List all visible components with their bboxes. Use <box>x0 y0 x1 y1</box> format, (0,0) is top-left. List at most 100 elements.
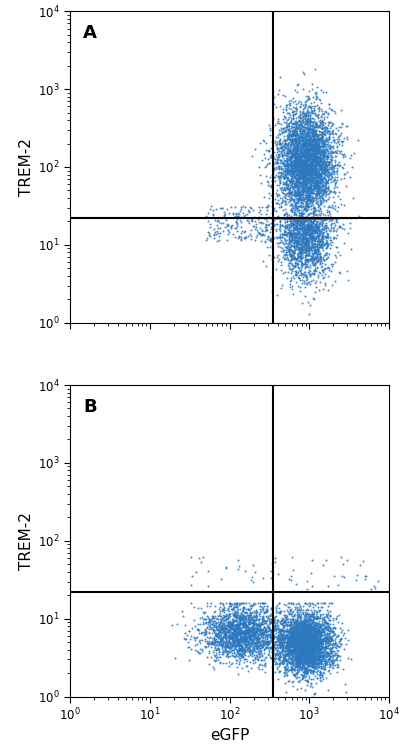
Point <box>292 164 298 176</box>
Point <box>298 142 305 154</box>
Point <box>290 165 297 177</box>
Point <box>296 640 303 652</box>
Point <box>252 634 259 646</box>
Point <box>273 149 279 161</box>
Point <box>310 237 316 249</box>
Point <box>318 145 325 157</box>
Point <box>293 639 300 651</box>
Point <box>284 107 290 119</box>
Point <box>296 220 302 232</box>
Point <box>325 619 332 631</box>
Point <box>255 648 261 660</box>
Point <box>315 101 322 113</box>
Point <box>304 626 310 638</box>
Point <box>314 234 320 246</box>
Point <box>233 650 239 662</box>
Point <box>292 172 298 184</box>
Point <box>310 187 316 199</box>
Point <box>308 643 315 655</box>
Point <box>293 625 300 637</box>
Point <box>316 163 322 175</box>
Point <box>227 619 234 631</box>
Point <box>318 662 324 674</box>
Point <box>286 257 293 269</box>
Point <box>275 157 282 169</box>
Point <box>305 220 311 232</box>
Point <box>252 619 259 631</box>
Point <box>336 220 342 232</box>
Point <box>297 649 304 661</box>
Point <box>298 221 305 233</box>
Point <box>300 110 306 122</box>
Point <box>309 655 315 667</box>
Point <box>321 168 327 180</box>
Point <box>278 154 285 166</box>
Point <box>289 228 295 240</box>
Point <box>302 118 308 130</box>
Point <box>296 168 303 180</box>
Point <box>293 628 300 640</box>
Point <box>304 151 311 163</box>
Point <box>326 639 332 651</box>
Point <box>295 266 301 278</box>
Point <box>207 217 213 229</box>
Point <box>287 622 293 634</box>
Point <box>286 103 292 115</box>
Point <box>293 117 299 129</box>
Point <box>315 243 322 255</box>
Point <box>323 642 329 654</box>
Point <box>233 636 240 648</box>
Point <box>278 634 285 646</box>
Point <box>308 634 315 646</box>
Point <box>300 639 307 651</box>
Point <box>279 142 285 154</box>
Point <box>290 181 296 192</box>
Point <box>284 246 290 258</box>
Point <box>266 638 272 650</box>
Point <box>290 270 296 282</box>
Point <box>283 175 290 187</box>
Point <box>308 154 315 166</box>
Point <box>322 184 329 195</box>
Point <box>353 574 359 586</box>
Point <box>294 214 300 226</box>
Point <box>321 271 328 283</box>
Point <box>295 212 302 224</box>
Point <box>308 633 314 645</box>
Point <box>297 228 303 240</box>
Point <box>316 170 322 182</box>
Point <box>231 623 237 635</box>
Point <box>264 215 270 227</box>
Point <box>301 634 308 646</box>
Point <box>305 212 311 224</box>
Point <box>305 165 311 177</box>
Point <box>315 634 321 646</box>
Point <box>302 212 308 224</box>
Point <box>298 644 304 656</box>
Point <box>317 159 324 171</box>
Point <box>281 619 287 631</box>
Point <box>245 631 251 643</box>
Point <box>214 620 221 632</box>
Point <box>332 659 338 671</box>
Point <box>304 648 310 660</box>
Point <box>304 182 310 194</box>
Point <box>298 622 305 634</box>
Point <box>324 628 330 640</box>
Point <box>223 634 229 646</box>
Point <box>325 580 331 592</box>
Point <box>212 610 219 622</box>
Point <box>290 628 296 640</box>
Point <box>311 160 317 172</box>
Point <box>330 655 336 667</box>
Point <box>231 640 238 652</box>
Point <box>278 212 285 224</box>
Point <box>317 619 323 631</box>
Point <box>301 214 307 226</box>
Point <box>326 118 332 130</box>
Point <box>297 245 304 257</box>
Point <box>323 164 329 176</box>
Point <box>316 132 323 144</box>
Point <box>304 121 310 133</box>
Point <box>260 640 267 652</box>
